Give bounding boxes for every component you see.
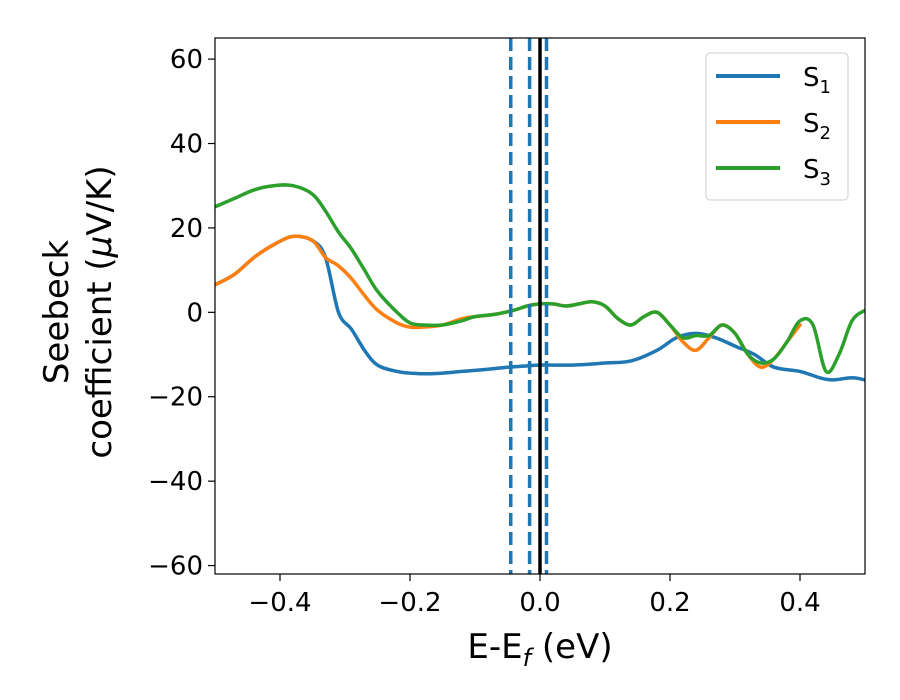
reference-lines [509, 38, 549, 574]
y-axis-label-line1: Seebeck [37, 240, 77, 385]
legend-box [705, 52, 849, 201]
x-tick-label: −0.4 [248, 588, 311, 618]
y-tick-label: −40 [148, 467, 203, 497]
x-axis-ticks: −0.4 −0.2 0.0 0.2 0.4 [248, 574, 821, 618]
series-line-s3 [215, 183, 865, 375]
y-tick-label: −60 [148, 552, 203, 582]
y-tick-label: 40 [170, 130, 203, 160]
y-tick-label: 60 [170, 45, 203, 75]
series-line-s2 [215, 234, 802, 369]
y-tick-label: 20 [170, 214, 203, 244]
legend-label-s2: S2 [803, 109, 831, 144]
x-axis-label: E-Ef (eV) [467, 627, 612, 672]
y-axis-label-line2: coefficient (μV/K) [80, 165, 120, 458]
x-tick-label: 0.0 [519, 588, 560, 618]
legend-label-s1: S1 [803, 63, 831, 98]
legend-label-s3: S3 [803, 155, 831, 190]
y-axis-ticks: −60 −40 −20 0 20 40 60 [148, 45, 215, 582]
y-tick-label: −20 [148, 383, 203, 413]
y-axis-label: Seebeck coefficient (μV/K) [37, 165, 120, 458]
x-tick-label: 0.2 [649, 588, 690, 618]
y-tick-label: 0 [186, 298, 203, 328]
legend: S1 S2 S3 [705, 52, 849, 201]
x-tick-label: 0.4 [779, 588, 820, 618]
x-tick-label: −0.2 [378, 588, 441, 618]
